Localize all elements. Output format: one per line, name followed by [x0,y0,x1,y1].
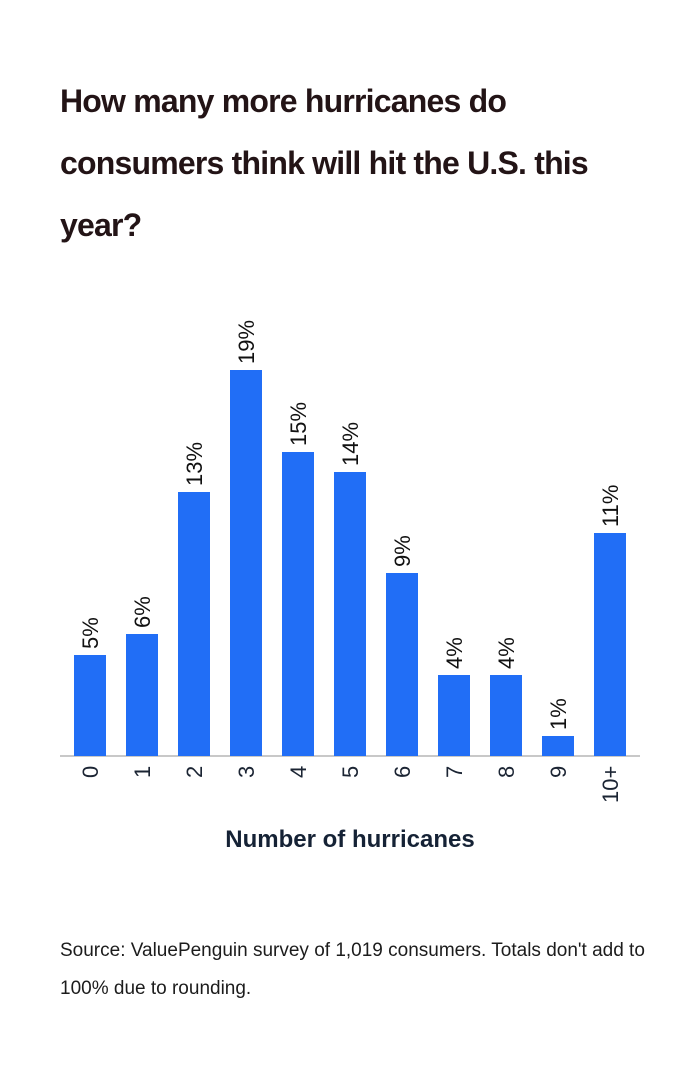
bar-10+ [594,532,626,756]
bar-1 [126,634,158,756]
bar-5 [334,471,366,756]
bar-9 [542,735,574,756]
x-tick-label: 10+ [598,765,623,803]
x-tick-label: 9 [546,765,571,778]
x-tick-label: 3 [234,765,259,778]
x-tick-label: 5 [338,765,363,778]
bar-value-label: 4% [494,637,519,669]
x-tick-label: 7 [442,765,467,778]
bar-value-label: 5% [78,616,103,649]
x-tick-label: 2 [182,765,207,778]
bar-2 [178,492,210,756]
bar-7 [438,674,470,756]
bar-value-label: 11% [598,484,623,527]
bar-value-label: 14% [338,421,363,466]
bar-3 [230,370,262,756]
chart-title: How many more hurricanes do consumers th… [60,83,589,243]
x-tick-label: 4 [286,765,311,778]
x-tick-label: 1 [130,765,155,778]
bar-0 [74,654,106,756]
x-axis-line [60,755,640,757]
bar-chart: 5% 0 6% 1 13% 2 19% 3 15% 4 14% 5 9% 6 4% 7 4% 8 1% 9 11% 10+ [60,320,640,803]
bar-value-label: 6% [130,596,155,629]
bar-6 [386,573,418,756]
bar-8 [490,674,522,756]
bar-4 [282,451,314,756]
x-axis-title: Number of hurricanes [225,826,475,853]
bar-value-label: 19% [234,320,259,365]
bar-value-label: 4% [442,637,467,669]
bar-value-label: 1% [546,697,571,730]
source-note: Source: ValuePenguin survey of 1,019 con… [60,940,645,999]
x-tick-label: 8 [494,765,519,778]
bar-value-label: 9% [390,535,415,568]
x-tick-label: 0 [78,765,103,778]
x-tick-label: 6 [390,765,415,778]
bar-value-label: 13% [182,442,207,487]
bar-value-label: 15% [286,401,311,446]
